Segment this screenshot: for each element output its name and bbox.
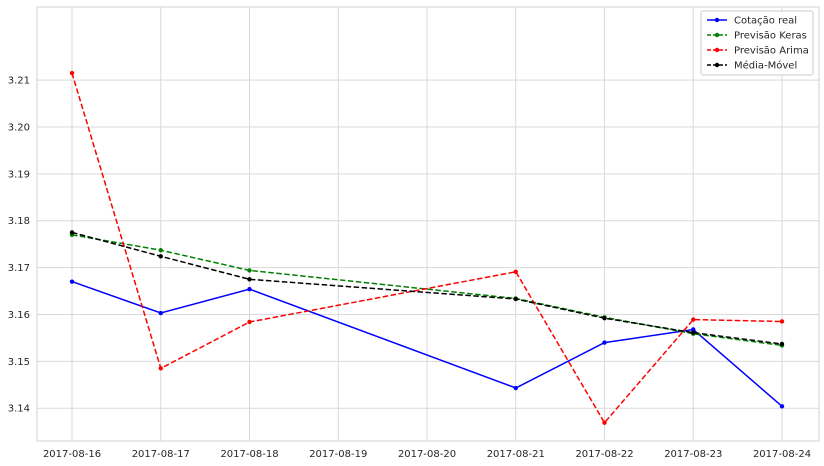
data-point [158, 254, 163, 259]
legend-marker [714, 47, 720, 53]
data-point [513, 385, 518, 391]
legend-box [700, 10, 814, 76]
series-previsao-arima [69, 70, 785, 425]
legend-marker [714, 32, 720, 38]
data-point [691, 327, 696, 332]
series-media-movel [69, 230, 785, 347]
data-point [691, 317, 696, 322]
legend-label: Média-Móvel [734, 60, 797, 72]
data-point [247, 277, 252, 282]
legend: Cotação real Previsão Keras Previsão Arima… [700, 10, 814, 76]
data-point [69, 279, 75, 284]
data-point [247, 286, 252, 292]
legend-item: Previsão Arima [707, 46, 809, 57]
grid [37, 7, 819, 441]
x-tick-label: 2017-08-19 [309, 449, 367, 460]
x-tick-label: 2017-08-21 [487, 449, 545, 460]
x-tick-label: 2017-08-16 [43, 449, 101, 460]
y-tick-label: 3.16 [8, 310, 30, 321]
y-tick-label: 3.21 [8, 76, 30, 87]
data-point [691, 330, 696, 335]
x-tick-label: 2017-08-24 [753, 449, 811, 460]
data-point [69, 230, 75, 235]
y-tick-label: 3.14 [8, 404, 30, 415]
data-point [158, 310, 163, 316]
data-point [602, 316, 607, 321]
data-point [158, 248, 163, 253]
x-tick-label: 2017-08-23 [664, 449, 722, 460]
data-point [247, 319, 252, 325]
y-tick-label: 3.17 [8, 263, 30, 274]
y-tick-label: 3.19 [8, 169, 30, 180]
series-cotacao-real [69, 279, 785, 409]
data-point [513, 269, 518, 275]
data-point [158, 366, 163, 371]
x-tick-label: 2017-08-20 [398, 449, 456, 460]
data-point [247, 268, 252, 273]
legend-item: Cotação real [707, 16, 797, 27]
legend-label: Previsão Arima [734, 46, 809, 57]
data-point [602, 420, 607, 425]
legend-item: Previsão Keras [707, 31, 807, 42]
data-point [779, 319, 785, 324]
data-point [69, 70, 75, 76]
legend-marker [714, 62, 720, 68]
plot-frame [36, 6, 820, 442]
data-point [602, 340, 607, 345]
data-point [779, 404, 785, 409]
x-tick-label: 2017-08-18 [220, 449, 278, 460]
legend-label: Previsão Keras [734, 31, 807, 42]
plot-background [37, 7, 819, 441]
legend-label: Cotação real [734, 16, 797, 27]
series [69, 70, 785, 425]
tick-labels: 2017-08-16 2017-08-17 2017-08-18 2017-08-19… [8, 76, 811, 460]
data-point [513, 296, 518, 302]
legend-item: Média-Móvel [707, 60, 797, 72]
y-tick-label: 3.20 [8, 122, 30, 133]
y-tick-label: 3.18 [8, 216, 30, 227]
legend-marker [714, 17, 720, 23]
data-point [779, 341, 785, 347]
y-tick-label: 3.15 [8, 357, 30, 368]
x-tick-label: 2017-08-17 [132, 449, 190, 460]
x-tick-label: 2017-08-22 [575, 449, 633, 460]
